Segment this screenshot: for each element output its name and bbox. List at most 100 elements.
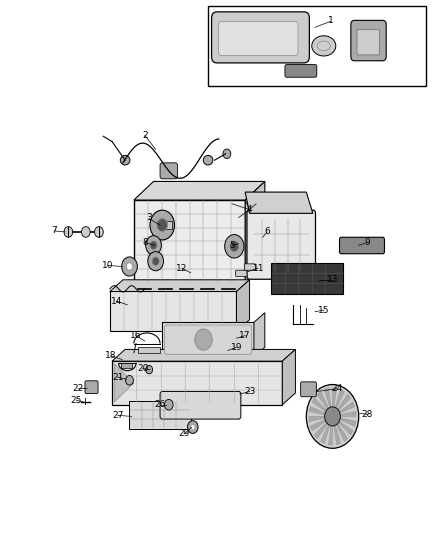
Polygon shape [339, 402, 355, 413]
Text: 27: 27 [112, 411, 124, 420]
Text: 13: 13 [327, 275, 338, 284]
FancyBboxPatch shape [85, 381, 98, 393]
Ellipse shape [203, 156, 213, 165]
Bar [110, 292, 237, 332]
Text: 2: 2 [142, 131, 148, 140]
Circle shape [95, 227, 103, 237]
Polygon shape [110, 280, 250, 292]
Circle shape [195, 329, 212, 350]
Bar [166, 221, 172, 229]
Text: 12: 12 [176, 264, 187, 272]
Circle shape [127, 263, 133, 270]
Text: 11: 11 [253, 264, 264, 272]
Text: 15: 15 [318, 305, 329, 314]
Circle shape [225, 235, 244, 258]
Text: 17: 17 [240, 331, 251, 340]
FancyBboxPatch shape [164, 325, 252, 354]
Polygon shape [314, 423, 328, 439]
Circle shape [223, 149, 231, 159]
Text: 7: 7 [51, 227, 57, 236]
Polygon shape [309, 407, 325, 415]
Polygon shape [321, 425, 330, 443]
Circle shape [187, 421, 198, 433]
Polygon shape [312, 398, 326, 411]
Polygon shape [325, 388, 331, 407]
Ellipse shape [317, 41, 330, 51]
Bar [272, 263, 343, 294]
Ellipse shape [120, 156, 130, 165]
Circle shape [150, 241, 157, 249]
Bar [112, 361, 283, 405]
Polygon shape [339, 421, 353, 435]
Circle shape [152, 257, 159, 265]
Circle shape [325, 407, 340, 426]
FancyBboxPatch shape [244, 264, 256, 270]
Text: 9: 9 [364, 238, 370, 247]
FancyBboxPatch shape [357, 29, 380, 55]
Polygon shape [340, 418, 356, 426]
FancyBboxPatch shape [219, 21, 298, 55]
Bar [162, 322, 254, 357]
Text: 21: 21 [112, 373, 124, 382]
Circle shape [164, 399, 173, 410]
Text: 28: 28 [362, 410, 373, 419]
Text: 1: 1 [328, 16, 333, 25]
Bar [208, 6, 426, 86]
Polygon shape [245, 192, 313, 213]
Circle shape [306, 384, 359, 448]
FancyBboxPatch shape [160, 391, 241, 419]
FancyBboxPatch shape [285, 64, 317, 77]
Polygon shape [309, 416, 325, 422]
Text: 6: 6 [264, 228, 270, 237]
Text: 29: 29 [178, 430, 190, 439]
Polygon shape [311, 419, 326, 431]
Text: 26: 26 [154, 400, 166, 409]
Circle shape [122, 257, 138, 276]
Polygon shape [340, 411, 356, 416]
Polygon shape [112, 350, 295, 361]
FancyBboxPatch shape [160, 163, 177, 179]
Polygon shape [332, 387, 337, 407]
Polygon shape [134, 181, 265, 200]
Text: 25: 25 [71, 396, 82, 405]
Ellipse shape [312, 36, 336, 56]
Text: 8: 8 [142, 238, 148, 247]
FancyBboxPatch shape [212, 12, 309, 63]
Bar [134, 200, 245, 282]
Circle shape [146, 236, 161, 255]
Text: 4: 4 [247, 205, 252, 214]
FancyBboxPatch shape [247, 210, 315, 279]
Circle shape [126, 375, 134, 385]
Circle shape [191, 424, 195, 430]
Polygon shape [318, 392, 328, 409]
Text: 14: 14 [111, 296, 122, 305]
Circle shape [150, 210, 174, 240]
Circle shape [230, 241, 239, 252]
Circle shape [146, 366, 152, 374]
Text: 23: 23 [244, 387, 255, 396]
Polygon shape [245, 181, 265, 282]
Polygon shape [114, 364, 134, 402]
Polygon shape [336, 424, 348, 441]
Polygon shape [328, 426, 332, 445]
Bar [138, 348, 160, 353]
FancyBboxPatch shape [339, 237, 385, 254]
Polygon shape [283, 350, 295, 405]
Text: 3: 3 [146, 213, 152, 222]
Circle shape [81, 227, 90, 237]
Text: 22: 22 [73, 384, 84, 393]
Text: 18: 18 [106, 351, 117, 360]
Polygon shape [338, 394, 350, 410]
Bar [130, 401, 191, 429]
FancyBboxPatch shape [236, 270, 247, 277]
Text: 19: 19 [231, 343, 242, 352]
FancyBboxPatch shape [300, 382, 316, 397]
Text: 20: 20 [137, 364, 148, 373]
Circle shape [157, 219, 167, 231]
Text: 10: 10 [102, 261, 113, 270]
Circle shape [148, 252, 163, 271]
Bar [121, 364, 132, 368]
Text: 24: 24 [331, 384, 343, 393]
Polygon shape [254, 313, 265, 357]
Text: 5: 5 [229, 241, 235, 250]
